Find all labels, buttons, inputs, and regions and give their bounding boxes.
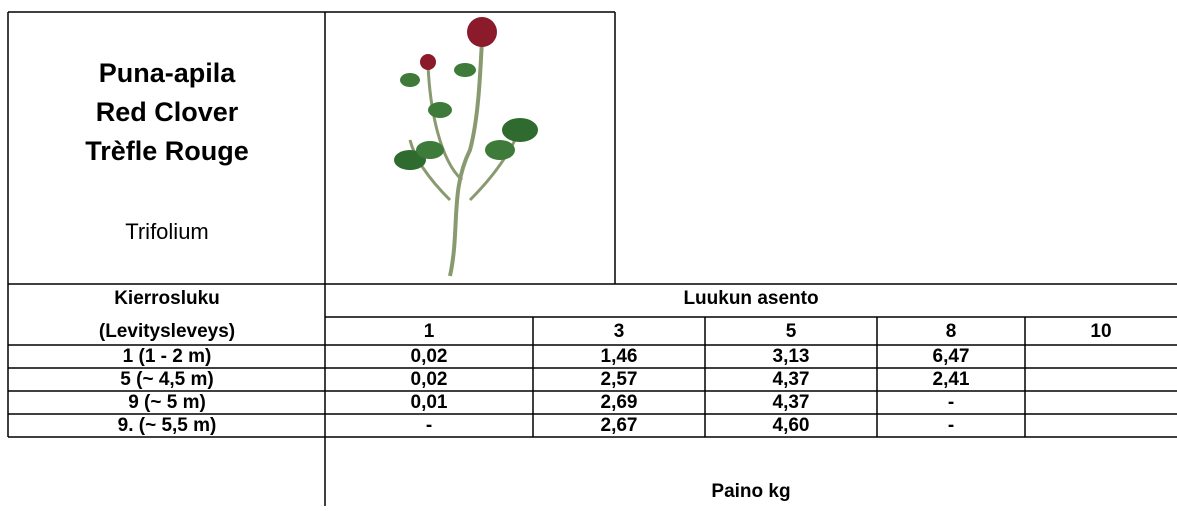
column-header: 1	[424, 321, 435, 342]
cell: 4,37	[773, 369, 810, 390]
cell: 0,02	[411, 369, 448, 390]
cell: -	[948, 392, 954, 413]
clover-image	[394, 17, 538, 276]
row-label: 5 (~ 4,5 m)	[120, 369, 213, 390]
column-header: 10	[1090, 321, 1111, 342]
row-header: (Levitysleveys)	[99, 321, 235, 342]
page: Puna-apila Red Clover Trèfle Rouge Trifo…	[0, 0, 1177, 506]
row-label: 9 (~ 5 m)	[128, 392, 206, 413]
title-line: Trèfle Rouge	[85, 136, 249, 166]
column-group: Luukun asento	[683, 288, 818, 309]
title-line: Puna-apila	[99, 58, 237, 88]
column-header: 8	[946, 321, 957, 342]
cell: 1,46	[601, 346, 638, 367]
column-header: 5	[786, 321, 797, 342]
cell: 2,57	[601, 369, 638, 390]
row-label: 1 (1 - 2 m)	[123, 346, 212, 367]
column-header: 3	[614, 321, 625, 342]
title-line: Red Clover	[96, 97, 239, 127]
cell: 0,01	[411, 392, 448, 413]
cell: -	[948, 415, 954, 436]
document: Puna-apila Red Clover Trèfle Rouge Trifo…	[0, 0, 1177, 506]
cell: 6,47	[933, 346, 970, 367]
row-label: 9. (~ 5,5 m)	[118, 415, 217, 436]
cell: -	[426, 415, 432, 436]
latin-name: Trifolium	[125, 219, 209, 244]
row-header: Kierrosluku	[114, 288, 220, 309]
cell: 2,69	[601, 392, 638, 413]
cell: 0,02	[411, 346, 448, 367]
table-footer: Paino kg	[711, 481, 790, 502]
cell: 2,41	[933, 369, 970, 390]
cell: 4,37	[773, 392, 810, 413]
cell: 2,67	[601, 415, 638, 436]
cell: 3,13	[773, 346, 810, 367]
cell: 4,60	[773, 415, 810, 436]
